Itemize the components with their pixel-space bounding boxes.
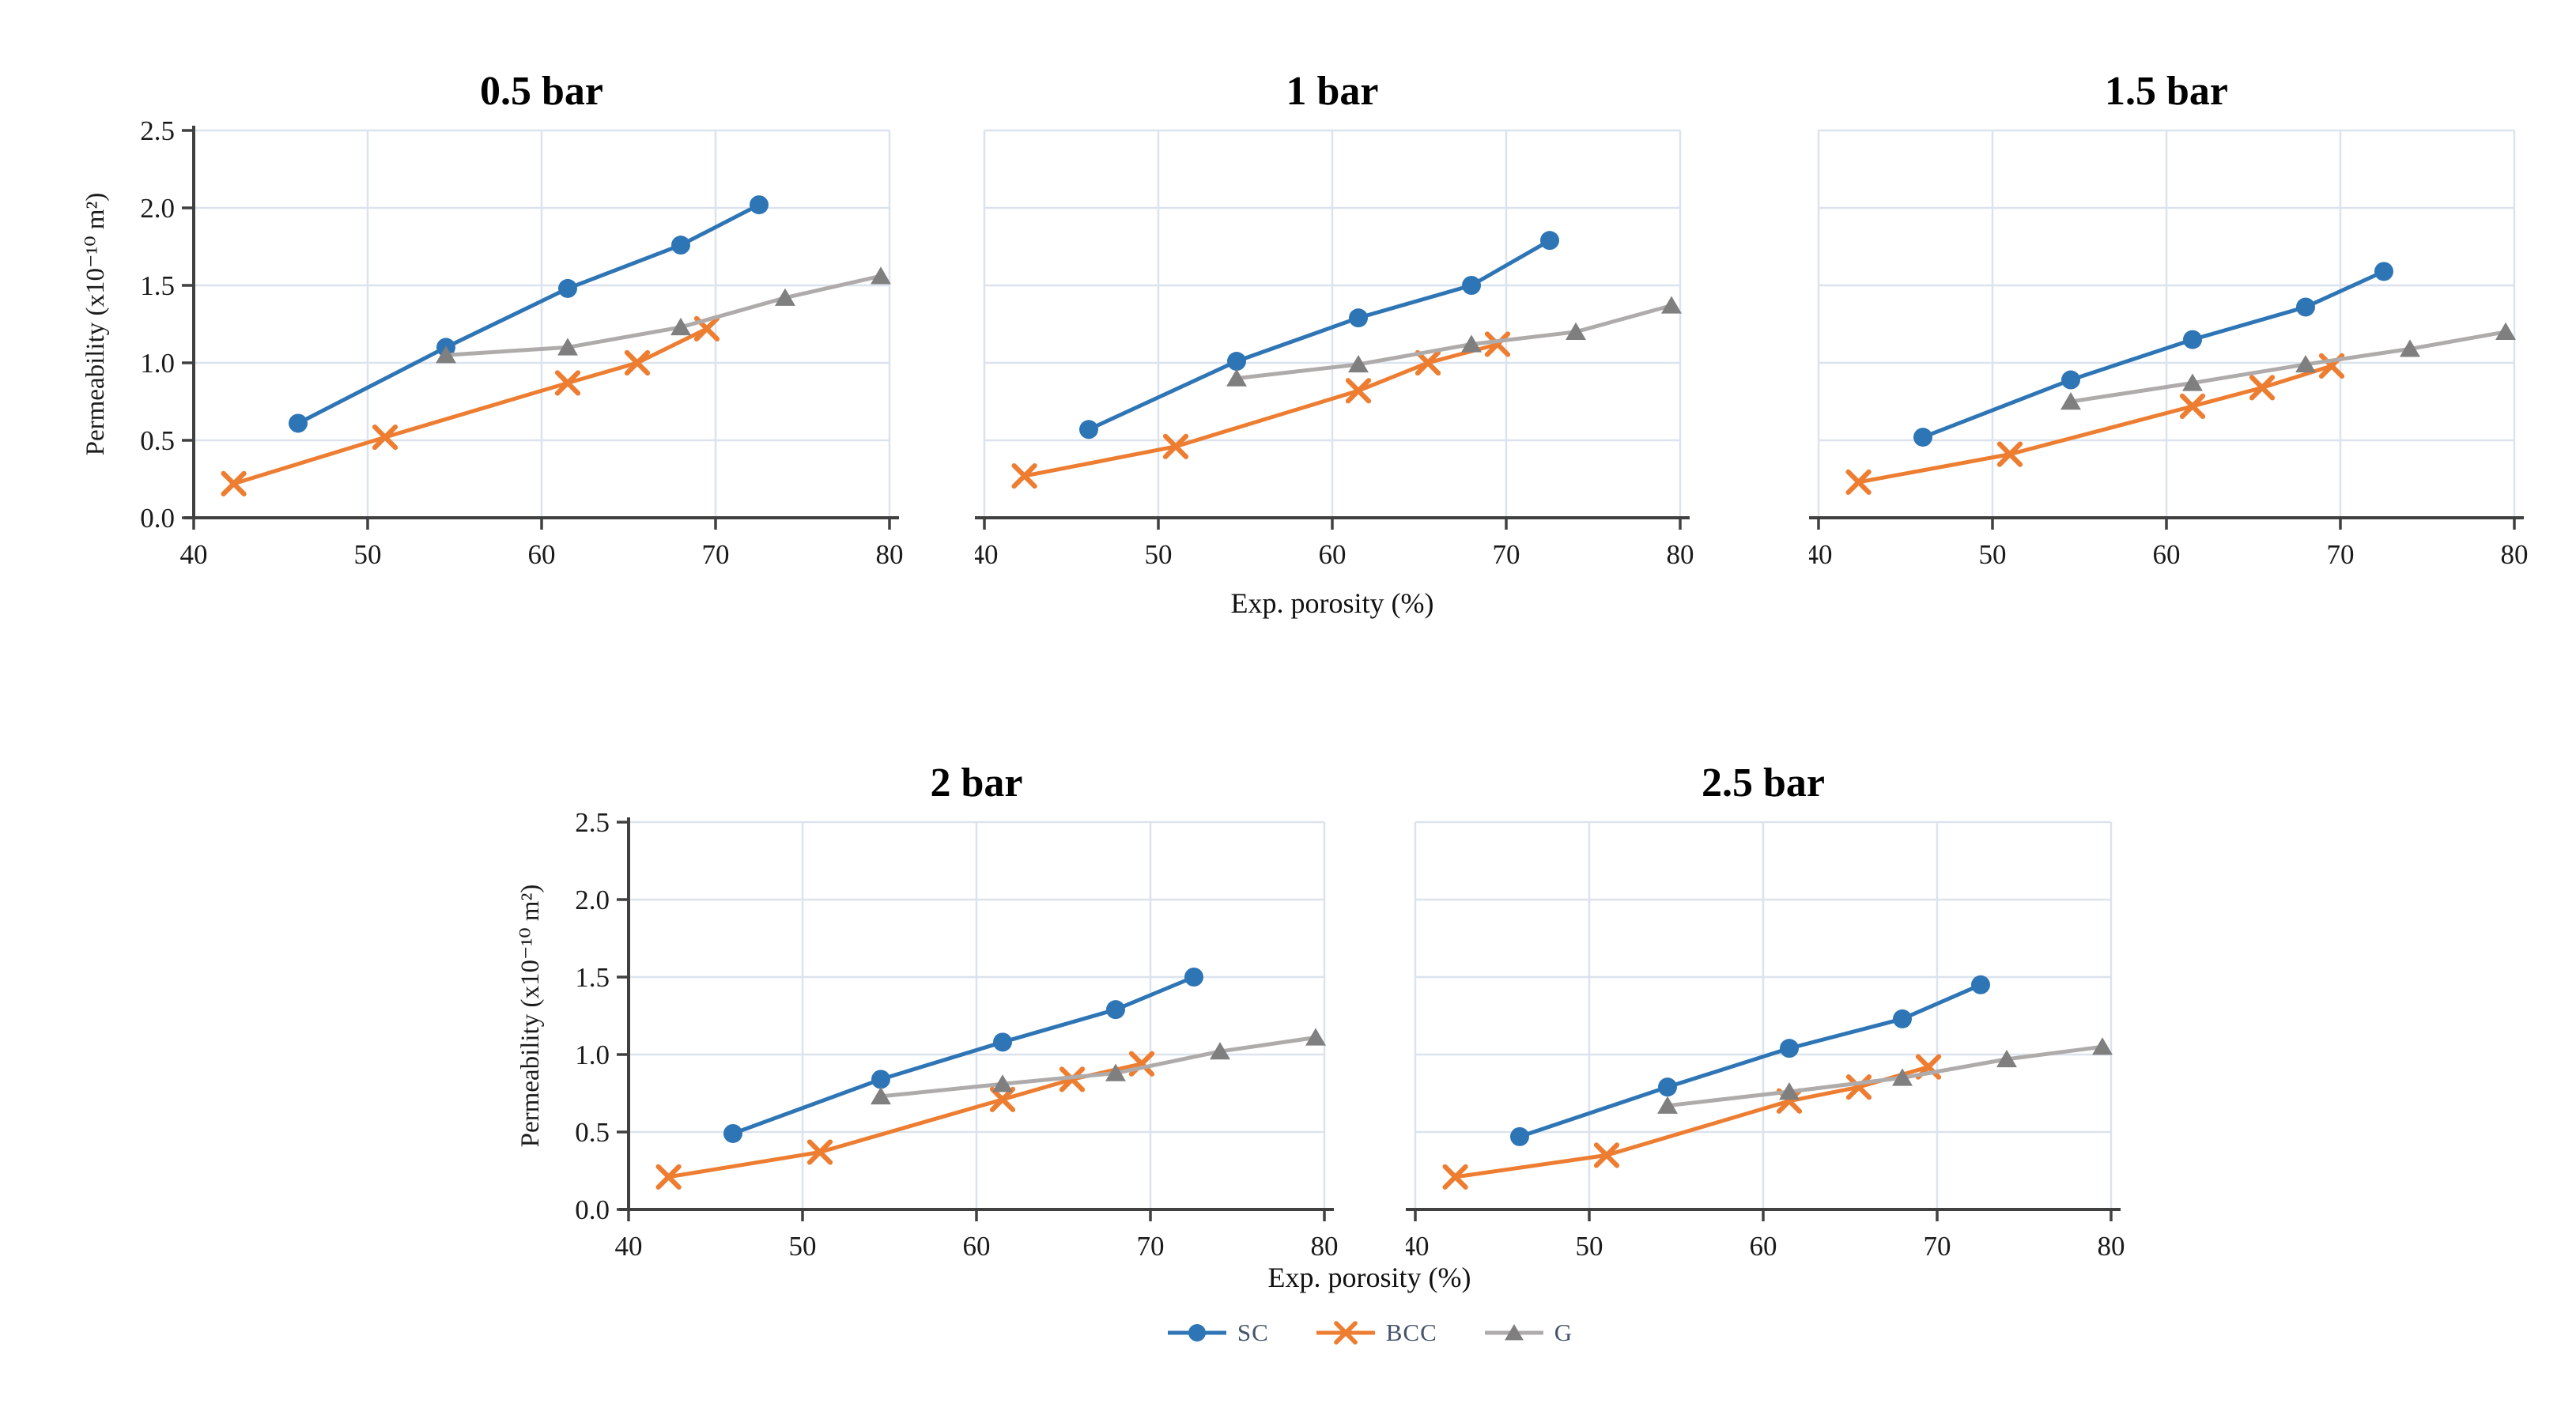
svg-text:70: 70 [1493, 539, 1520, 570]
chart-title: 0.5 bar [480, 69, 603, 114]
legend: SC BCC G [1022, 1319, 1717, 1347]
svg-text:0.0: 0.0 [575, 1194, 610, 1225]
svg-text:1.5: 1.5 [140, 270, 175, 301]
legend-item-g: G [1483, 1319, 1573, 1347]
svg-text:70: 70 [1924, 1231, 1951, 1262]
svg-text:0.5: 0.5 [140, 425, 175, 456]
svg-text:60: 60 [528, 539, 556, 570]
svg-text:Permeability (x10⁻¹⁰ m²): Permeability (x10⁻¹⁰ m²) [81, 193, 110, 456]
svg-text:2.5: 2.5 [575, 811, 610, 838]
legend-label: SC [1237, 1319, 1269, 1346]
svg-text:1.0: 1.0 [140, 348, 175, 379]
legend-label: BCC [1385, 1319, 1437, 1346]
legend-item-sc: SC [1166, 1319, 1269, 1347]
chart-title: 1.5 bar [2105, 69, 2228, 114]
svg-text:0.0: 0.0 [140, 503, 175, 534]
svg-text:80: 80 [1667, 539, 1694, 570]
chart-title: 1 bar [1286, 69, 1379, 114]
svg-text:60: 60 [1319, 539, 1347, 570]
x-axis-label-top: Exp. porosity (%) [1230, 587, 1434, 619]
legend-marker-bcc-icon [1316, 1321, 1375, 1345]
svg-text:60: 60 [2153, 539, 2181, 570]
svg-text:2.0: 2.0 [575, 885, 610, 915]
legend-marker-sc-icon [1167, 1324, 1226, 1341]
chart-canvas-0.5bar: 40 50 60 70 80 0.0 0.5 1.0 1.5 2.0 2.5 Permeability… [81, 115, 904, 570]
svg-text:40: 40 [615, 1231, 643, 1262]
svg-text:Permeability (x10⁻¹⁰ m²): Permeability (x10⁻¹⁰ m²) [516, 885, 545, 1148]
svg-text:40: 40 [975, 539, 999, 570]
svg-text:50: 50 [354, 539, 382, 570]
svg-text:50: 50 [1576, 1231, 1603, 1262]
svg-text:70: 70 [702, 539, 730, 570]
svg-text:50: 50 [1145, 539, 1173, 570]
svg-text:40: 40 [180, 539, 208, 570]
chart-panel-2bar: 2 bar 40 50 60 70 80 0.0 0.5 1.0 1.5 2.0 2.5 Permea… [510, 759, 1340, 1277]
svg-text:1.5: 1.5 [575, 962, 610, 993]
svg-text:50: 50 [789, 1231, 817, 1262]
chart-panel-1bar: 1 bar 40 50 60 70 80 [971, 67, 1696, 585]
legend-item-bcc: BCC [1315, 1319, 1437, 1347]
chart-canvas-2bar: 40 50 60 70 80 0.0 0.5 1.0 1.5 2.0 2.5 Permeability… [516, 807, 1339, 1262]
svg-text:50: 50 [1979, 539, 2007, 570]
svg-text:80: 80 [876, 539, 904, 570]
svg-text:80: 80 [2098, 1231, 2125, 1262]
svg-text:80: 80 [1311, 1231, 1339, 1262]
x-axis-label-bottom: Exp. porosity (%) [1267, 1262, 1471, 1293]
chart-canvas-2.5bar: 40 50 60 70 80 [1402, 821, 2125, 1262]
legend-marker-g-icon [1484, 1324, 1543, 1341]
svg-text:40: 40 [1406, 1231, 1430, 1262]
svg-text:70: 70 [2327, 539, 2355, 570]
chart-panel-1.5bar: 1.5 bar 40 50 60 70 80 [1805, 67, 2530, 585]
chart-panel-0.5bar: 0.5 bar 40 50 60 70 80 0.0 0.5 1.0 1.5 2.0 2.5 Perm… [75, 67, 905, 585]
svg-text:2.5: 2.5 [140, 119, 175, 146]
chart-canvas-1.5bar: 40 50 60 70 80 [1805, 129, 2529, 570]
svg-text:2.0: 2.0 [140, 193, 175, 224]
svg-text:1.0: 1.0 [575, 1040, 610, 1070]
svg-text:40: 40 [1809, 539, 1833, 570]
chart-title: 2.5 bar [1702, 760, 1825, 806]
chart-title: 2 bar [930, 760, 1023, 806]
svg-text:80: 80 [2501, 539, 2529, 570]
svg-text:70: 70 [1137, 1231, 1165, 1262]
chart-panel-2.5bar: 2.5 bar 40 50 60 70 80 [1402, 759, 2127, 1277]
chart-canvas-1bar: 40 50 60 70 80 [971, 129, 1694, 570]
svg-text:60: 60 [1750, 1231, 1777, 1262]
legend-label: G [1554, 1319, 1573, 1346]
svg-text:0.5: 0.5 [575, 1117, 610, 1148]
svg-text:60: 60 [963, 1231, 991, 1262]
